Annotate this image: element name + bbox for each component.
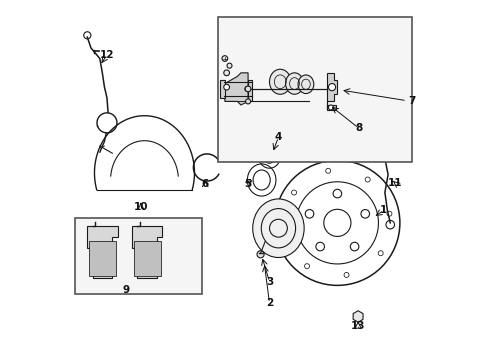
- Ellipse shape: [226, 63, 231, 68]
- Text: 11: 11: [387, 178, 402, 188]
- Ellipse shape: [298, 75, 313, 94]
- Polygon shape: [87, 226, 118, 278]
- Ellipse shape: [244, 86, 249, 91]
- Ellipse shape: [328, 84, 335, 91]
- Text: 4: 4: [274, 132, 282, 142]
- Polygon shape: [326, 73, 337, 109]
- Polygon shape: [224, 73, 247, 105]
- Polygon shape: [247, 80, 251, 102]
- Text: 13: 13: [350, 321, 365, 331]
- Text: 5: 5: [244, 179, 251, 189]
- Text: 8: 8: [354, 123, 362, 133]
- Polygon shape: [326, 105, 335, 111]
- Text: 2: 2: [265, 298, 273, 308]
- Text: 3: 3: [265, 277, 273, 287]
- Text: 10: 10: [133, 202, 148, 212]
- Polygon shape: [89, 241, 116, 276]
- Ellipse shape: [328, 105, 333, 110]
- Ellipse shape: [244, 86, 250, 92]
- Ellipse shape: [257, 251, 264, 258]
- Text: 7: 7: [408, 96, 415, 106]
- Ellipse shape: [269, 69, 290, 94]
- Text: 6: 6: [201, 179, 208, 189]
- Ellipse shape: [222, 56, 227, 62]
- Polygon shape: [132, 226, 162, 278]
- Text: 9: 9: [122, 285, 129, 295]
- Bar: [75, 217, 201, 294]
- Ellipse shape: [224, 70, 229, 76]
- Polygon shape: [220, 80, 224, 98]
- Polygon shape: [134, 241, 160, 276]
- Ellipse shape: [245, 99, 250, 104]
- Ellipse shape: [285, 73, 303, 94]
- Bar: [217, 18, 411, 162]
- Polygon shape: [352, 311, 362, 322]
- Text: 1: 1: [379, 205, 386, 215]
- Text: 12: 12: [100, 50, 114, 60]
- Ellipse shape: [224, 84, 229, 90]
- Ellipse shape: [252, 199, 304, 257]
